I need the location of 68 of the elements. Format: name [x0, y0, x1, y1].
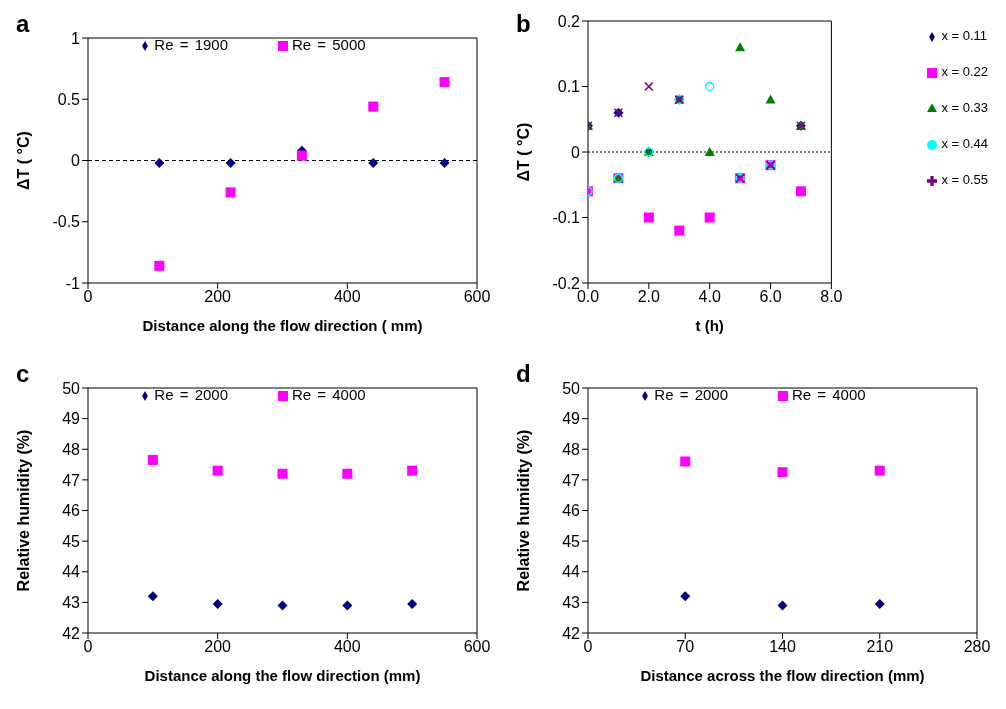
y-tick-label: 48 [62, 440, 81, 458]
x-tick-label: 8.0 [820, 288, 843, 306]
y-tick-label: 42 [562, 624, 581, 642]
x-tick-label: 140 [769, 638, 796, 656]
legend-label: x = 0.22 [941, 64, 988, 79]
x-tick-label: 200 [204, 638, 232, 656]
y-tick-label: 48 [562, 440, 581, 458]
y-tick-label: 1 [71, 29, 81, 47]
y-tick-label: 0 [571, 143, 581, 161]
legend-label: x = 0.11 [941, 28, 988, 43]
x-tick-label: 4.0 [698, 288, 721, 306]
x-tick-label: 0 [83, 638, 93, 656]
y-axis-title: ΔT ( °C) [514, 122, 532, 182]
x-axis-title: Distance along the flow direction ( mm) [142, 317, 423, 334]
y-tick-label: 0 [71, 152, 81, 170]
y-axis-title: Relative humidity (%) [14, 429, 32, 592]
y-tick-label: 50 [562, 379, 581, 397]
y-tick-label: 46 [562, 502, 581, 520]
y-tick-label: 43 [62, 594, 81, 612]
y-tick-label: -0.1 [552, 209, 581, 227]
y-tick-label: 45 [62, 532, 81, 550]
x-tick-label: 70 [676, 638, 695, 656]
y-tick-label: -0.5 [52, 213, 81, 231]
y-tick-label: 0.2 [557, 12, 581, 30]
x-axis-title: t (h) [695, 317, 724, 334]
y-axis-title: ΔT ( °C) [14, 131, 32, 190]
y-tick-label: 44 [62, 563, 81, 581]
x-tick-label: 0 [583, 638, 593, 656]
legend-label: Re = 5000 [292, 36, 366, 53]
y-tick-label: 44 [562, 563, 581, 581]
chart-title: d [516, 360, 531, 388]
x-tick-label: 2.0 [637, 288, 661, 306]
x-tick-label: 400 [333, 288, 361, 306]
x-tick-label: 600 [463, 638, 491, 656]
y-tick-label: -1 [65, 274, 81, 292]
legend-label: Re = 4000 [292, 386, 366, 403]
legend-label: Re = 2000 [654, 386, 728, 403]
x-axis-title: Distance along the flow direction (mm) [144, 667, 421, 684]
y-tick-label: 47 [62, 471, 81, 489]
x-tick-label: 280 [963, 638, 991, 656]
legend-label: Re = 2000 [154, 386, 228, 403]
x-tick-label: 200 [204, 288, 232, 306]
y-tick-label: 45 [562, 532, 581, 550]
x-tick-label: 600 [463, 288, 491, 306]
y-tick-label: 42 [62, 624, 81, 642]
chart-title: a [16, 10, 30, 38]
legend-label: x = 0.33 [941, 100, 988, 115]
y-tick-label: 49 [62, 410, 81, 428]
x-tick-label: 400 [333, 638, 361, 656]
x-tick-label: 6.0 [759, 288, 782, 306]
y-tick-label: 47 [562, 471, 581, 489]
legend-label: x = 0.55 [941, 172, 988, 187]
y-axis-title: Relative humidity (%) [514, 429, 532, 592]
y-tick-label: 50 [62, 379, 81, 397]
chart-title: c [16, 360, 30, 388]
legend-label: x = 0.44 [941, 136, 988, 151]
y-tick-label: 46 [62, 502, 81, 520]
y-tick-label: 43 [562, 594, 581, 612]
chart-title: b [516, 10, 531, 38]
legend-label: Re = 4000 [792, 386, 866, 403]
x-tick-label: 210 [866, 638, 894, 656]
x-tick-label: 0 [83, 288, 93, 306]
y-tick-label: 0.5 [57, 90, 81, 108]
x-tick-label: 0.0 [576, 288, 600, 306]
y-tick-label: 0.1 [557, 78, 581, 96]
x-axis-title: Distance across the flow direction (mm) [640, 667, 925, 684]
y-tick-label: 49 [562, 410, 581, 428]
legend-label: Re = 1900 [154, 36, 228, 53]
